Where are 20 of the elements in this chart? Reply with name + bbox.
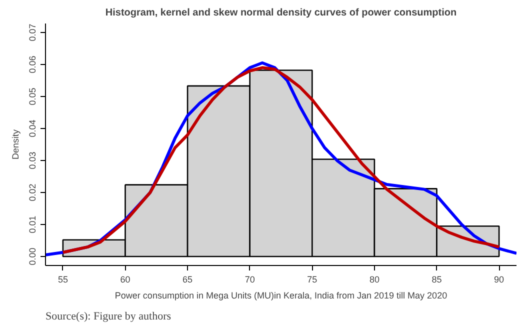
x-tick-label: 75 — [307, 274, 318, 284]
x-tick-label: 85 — [432, 274, 442, 284]
y-tick-label: 0.05 — [28, 88, 38, 106]
source-note: Source(s): Figure by authors — [46, 310, 172, 322]
x-tick-label: 90 — [494, 274, 504, 284]
y-tick-label: 0.06 — [28, 56, 38, 74]
x-tick-label: 55 — [58, 274, 68, 284]
y-tick-label: 0.04 — [28, 120, 38, 138]
y-tick-label: 0.02 — [28, 184, 38, 202]
x-tick-label: 65 — [182, 274, 193, 284]
y-tick-label: 0.03 — [28, 152, 38, 170]
chart-title: Histogram, kernel and skew normal density curves of power consumption — [105, 8, 457, 18]
y-axis-title: Density — [10, 128, 20, 160]
x-tick-label: 60 — [120, 274, 130, 284]
y-tick-label: 0.01 — [28, 216, 38, 234]
x-tick-label: 80 — [369, 274, 380, 284]
y-tick-label: 0.00 — [28, 248, 38, 266]
x-axis-title: Power consumption in Mega Units (MU)in Kerala, India from Jan 2019 till May 2020 — [114, 290, 448, 300]
x-tick-label: 70 — [244, 274, 255, 284]
y-tick-label: 0.07 — [28, 24, 38, 42]
